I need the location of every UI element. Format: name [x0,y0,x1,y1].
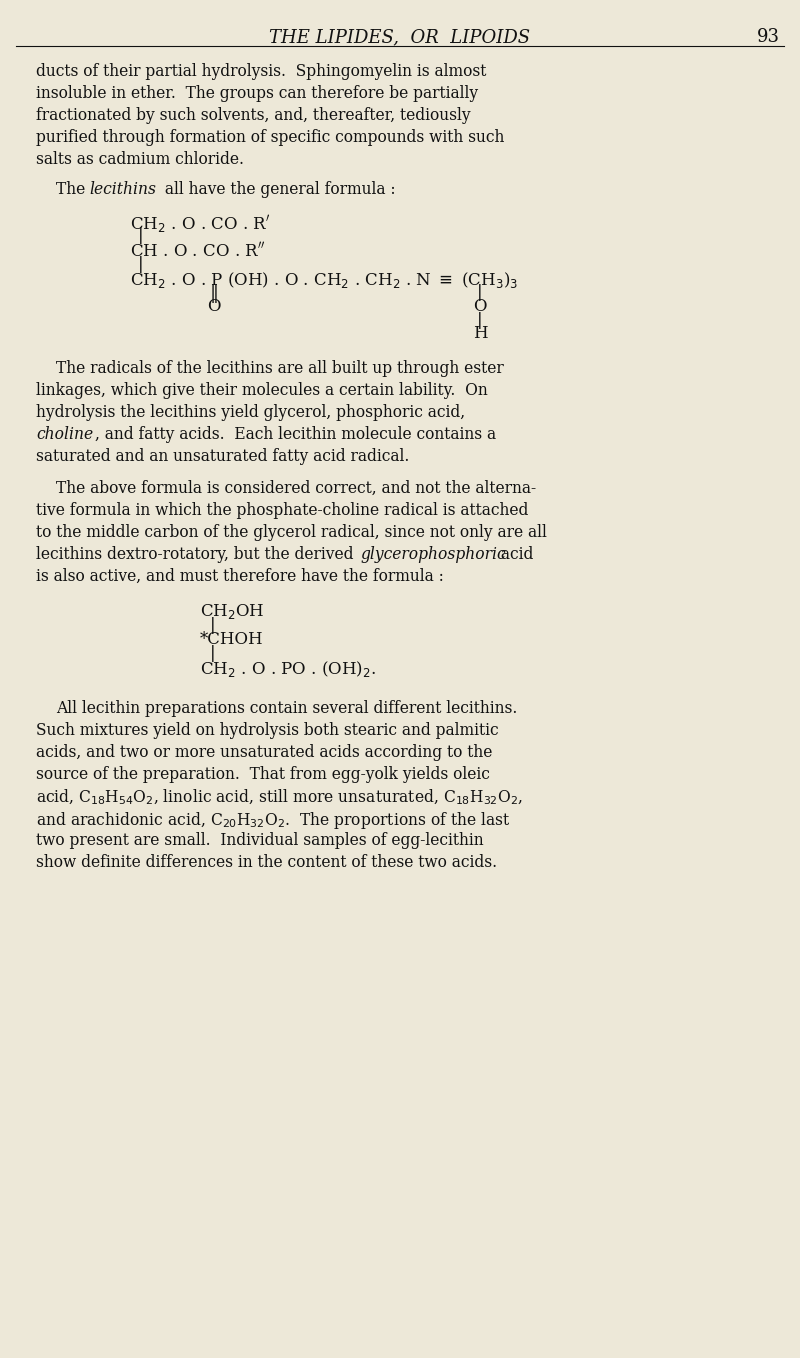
Text: source of the preparation.  That from egg-yolk yields oleic: source of the preparation. That from egg… [36,766,490,784]
Text: |: | [138,255,144,273]
Text: CH$_2$OH: CH$_2$OH [200,603,265,622]
Text: insoluble in ether.  The groups can therefore be partially: insoluble in ether. The groups can there… [36,86,478,102]
Text: O: O [207,297,221,315]
Text: CH . O . CO . R$''$: CH . O . CO . R$''$ [130,242,266,261]
Text: choline: choline [36,426,93,443]
Text: , and fatty acids.  Each lecithin molecule contains a: , and fatty acids. Each lecithin molecul… [95,426,496,443]
Text: |: | [477,311,483,329]
Text: show definite differences in the content of these two acids.: show definite differences in the content… [36,854,497,870]
Text: |: | [210,645,216,663]
Text: THE LIPIDES,  OR  LIPOIDS: THE LIPIDES, OR LIPOIDS [270,29,530,46]
Text: is also active, and must therefore have the formula :: is also active, and must therefore have … [36,568,444,585]
Text: salts as cadmium chloride.: salts as cadmium chloride. [36,151,244,168]
Text: tive formula in which the phosphate-choline radical is attached: tive formula in which the phosphate-chol… [36,502,528,519]
Text: CH$_2$ . O . PO . (OH)$_2$.: CH$_2$ . O . PO . (OH)$_2$. [200,659,376,679]
Text: |: | [210,617,216,634]
Text: *CHOH: *CHOH [200,630,264,648]
Text: lecithins dextro-rotatory, but the derived: lecithins dextro-rotatory, but the deriv… [36,546,358,564]
Text: The above formula is considered correct, and not the alterna-: The above formula is considered correct,… [56,481,536,497]
Text: acid: acid [496,546,534,564]
Text: glycerophosphoric: glycerophosphoric [360,546,506,564]
Text: lecithins: lecithins [89,181,156,198]
Text: acids, and two or more unsaturated acids according to the: acids, and two or more unsaturated acids… [36,744,492,760]
Text: to the middle carbon of the glycerol radical, since not only are all: to the middle carbon of the glycerol rad… [36,524,547,542]
Text: and arachidonic acid, C$_{20}$H$_{32}$O$_2$.  The proportions of the last: and arachidonic acid, C$_{20}$H$_{32}$O$… [36,811,511,831]
Text: ‖: ‖ [210,284,218,303]
Text: ducts of their partial hydrolysis.  Sphingomyelin is almost: ducts of their partial hydrolysis. Sphin… [36,62,486,80]
Text: fractionated by such solvents, and, thereafter, tediously: fractionated by such solvents, and, ther… [36,107,470,124]
Text: linkages, which give their molecules a certain lability.  On: linkages, which give their molecules a c… [36,383,488,399]
Text: CH$_2$ . O . CO . R$'$: CH$_2$ . O . CO . R$'$ [130,213,270,235]
Text: two present are small.  Individual samples of egg-lecithin: two present are small. Individual sample… [36,832,484,849]
Text: 93: 93 [757,29,780,46]
Text: purified through formation of specific compounds with such: purified through formation of specific c… [36,129,504,147]
Text: The: The [56,181,90,198]
Text: |: | [138,227,144,244]
Text: CH$_2$ . O . P (OH) . O . CH$_2$ . CH$_2$ . N $\equiv$ (CH$_3$)$_3$: CH$_2$ . O . P (OH) . O . CH$_2$ . CH$_2… [130,270,518,291]
Text: O: O [474,297,486,315]
Text: Such mixtures yield on hydrolysis both stearic and palmitic: Such mixtures yield on hydrolysis both s… [36,722,498,739]
Text: The radicals of the lecithins are all built up through ester: The radicals of the lecithins are all bu… [56,360,504,378]
Text: hydrolysis the lecithins yield glycerol, phosphoric acid,: hydrolysis the lecithins yield glycerol,… [36,405,465,421]
Text: |: | [477,284,483,301]
Text: H: H [473,326,487,342]
Text: All lecithin preparations contain several different lecithins.: All lecithin preparations contain severa… [56,701,518,717]
Text: saturated and an unsaturated fatty acid radical.: saturated and an unsaturated fatty acid … [36,448,410,466]
Text: acid, C$_{18}$H$_{54}$O$_2$, linolic acid, still more unsaturated, C$_{18}$H$_{3: acid, C$_{18}$H$_{54}$O$_2$, linolic aci… [36,788,523,808]
Text: all have the general formula :: all have the general formula : [160,181,396,198]
